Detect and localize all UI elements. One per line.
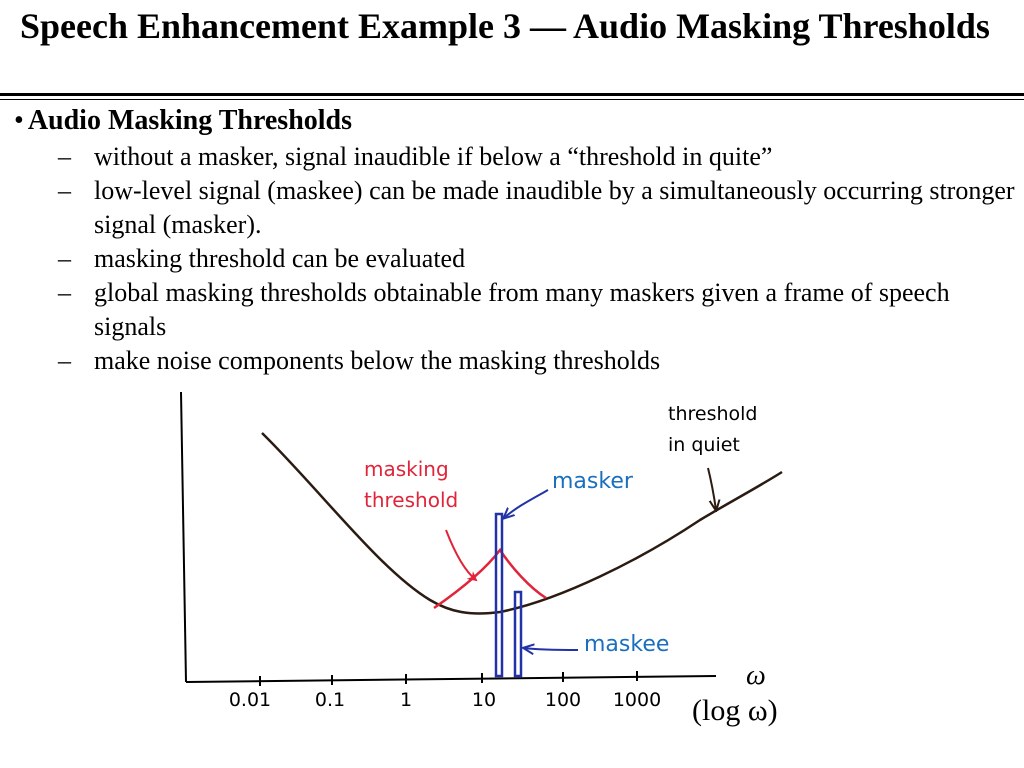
dash-marker: – [58, 346, 71, 375]
tick-label: 1 [400, 689, 412, 711]
log-omega-label: (log ω) [692, 694, 778, 727]
threshold-in-quiet-label-line2: in quiet [668, 434, 740, 456]
sub-bullet-1: – without a masker, signal inaudible if b… [58, 140, 1018, 174]
dash-marker: – [58, 142, 71, 171]
masker-label: masker [552, 469, 634, 494]
threshold-in-quiet-curve [261, 432, 783, 615]
x-axis [185, 675, 717, 683]
maskee-bar [513, 590, 523, 678]
sub-bullet-list: – without a masker, signal inaudible if b… [58, 140, 1018, 378]
masker-arrow [504, 489, 549, 518]
tick-label: 10 [472, 689, 496, 711]
x-ticks [259, 671, 638, 686]
main-bullet: • Audio Masking Thresholds [14, 104, 352, 138]
sub-bullet-5: – make noise components below the masking… [58, 344, 1018, 378]
dash-marker: – [58, 244, 71, 273]
tick-label: 1000 [613, 689, 661, 711]
threshold-in-quiet-arrow [707, 467, 716, 510]
maskee-arrow [524, 648, 579, 650]
masking-threshold-curve [433, 547, 547, 610]
tick-label: 100 [545, 689, 581, 711]
bullet-dot: • [14, 105, 24, 136]
main-bullet-text: Audio Masking Thresholds [27, 105, 353, 136]
sub-bullet-text: global masking thresholds obtainable fro… [94, 278, 950, 341]
masker-bar [494, 512, 504, 678]
tick-label: 0.1 [315, 689, 345, 711]
tick-label: 0.01 [229, 689, 271, 711]
threshold-in-quiet-label-line1: threshold [668, 403, 757, 425]
dash-marker: – [58, 176, 71, 205]
title-divider [0, 93, 1024, 96]
slide-title: Speech Enhancement Example 3 — Audio Mas… [20, 6, 990, 46]
sub-bullet-text: without a masker, signal inaudible if be… [94, 142, 773, 171]
y-axis [180, 391, 187, 683]
sub-bullet-4: – global masking thresholds obtainable fr… [58, 276, 1018, 344]
title-divider-thin [0, 99, 1024, 100]
masking-threshold-label-line1: masking [364, 457, 449, 481]
dash-marker: – [58, 278, 71, 307]
sub-bullet-3: – masking threshold can be evaluated [58, 242, 1018, 276]
sub-bullet-text: masking threshold can be evaluated [94, 244, 466, 273]
sub-bullet-text: make noise components below the masking … [94, 346, 661, 375]
maskee-label: maskee [584, 632, 669, 657]
sub-bullet-text: low-level signal (maskee) can be made in… [94, 176, 1015, 239]
masking-threshold-label-line2: threshold [364, 488, 458, 512]
sub-bullet-2: – low-level signal (maskee) can be made i… [58, 174, 1018, 242]
masking-threshold-arrow [445, 529, 478, 582]
omega-symbol: ω [746, 660, 766, 691]
